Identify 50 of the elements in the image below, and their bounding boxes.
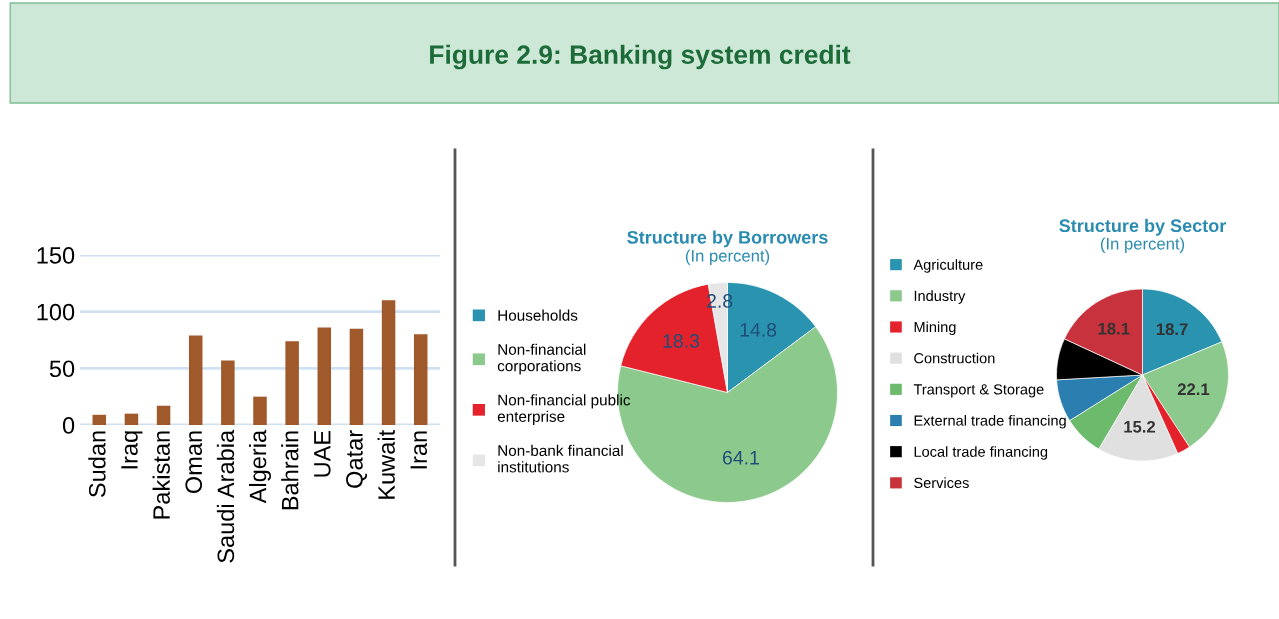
x-tick-label: Oman	[185, 431, 203, 494]
bar	[413, 334, 428, 425]
chart-title: Structure by Borrowers	[627, 230, 828, 248]
data-label: 15.2	[1124, 420, 1156, 433]
x-tick-label: Bahrain	[281, 431, 299, 510]
data-label: 18.7	[1156, 323, 1188, 336]
data-label: 14.8	[740, 322, 777, 337]
legend-label: Construction	[914, 352, 995, 364]
chart-subtitle: (In percent)	[1100, 237, 1185, 253]
x-tick-label: Algeria	[249, 429, 272, 504]
x-tick-label: Iran	[410, 431, 428, 469]
bar	[349, 328, 364, 425]
x-tick-label: Qatar	[346, 430, 367, 488]
chart-subtitle: (In percent)	[685, 249, 770, 266]
y-tick-label: 150	[37, 247, 75, 264]
legend-label: Households	[498, 309, 578, 321]
y-tick-label: 50	[49, 360, 75, 378]
bar	[285, 341, 299, 425]
x-tick-label: Saudi Arabia	[216, 429, 235, 563]
y-tick-label: 100	[37, 303, 75, 321]
text: Figure 2.9: Banking system credit	[430, 44, 851, 70]
legend-label: Non-financial corporations	[497, 343, 586, 375]
data-label: 64.1	[722, 450, 759, 465]
bar	[221, 360, 235, 425]
x-tick-label: Iraq	[121, 431, 143, 469]
data-label: 18.3	[663, 334, 700, 348]
legend-label: Industry	[914, 290, 966, 304]
y-tick-label: 0	[62, 417, 75, 434]
bar	[381, 300, 396, 425]
bar	[188, 335, 203, 425]
bar	[156, 405, 171, 425]
bar	[253, 396, 267, 425]
legend-label: Local trade financing	[914, 446, 1048, 460]
legend-label: Mining	[914, 321, 956, 336]
legend-label: Non-bank financial institutions	[498, 444, 623, 473]
data-label: 18.1	[1098, 322, 1130, 335]
bar	[92, 414, 107, 425]
bar	[124, 413, 139, 425]
legend-label: External trade financing	[914, 415, 1066, 429]
x-tick-label: Sudan	[88, 431, 106, 498]
legend-label: Transport & Storage	[913, 384, 1044, 398]
x-tick-label: Pakistan	[152, 431, 170, 519]
x-tick-label: UAE	[314, 430, 331, 477]
legend-label: Non-financial public enterprise	[497, 394, 631, 425]
legend-label: Agriculture	[913, 259, 983, 273]
legend-label: Services	[914, 477, 969, 489]
chart-title: Structure by Sector	[1059, 218, 1227, 236]
x-tick-label: Kuwait	[377, 430, 395, 499]
data-label: 22.1	[1177, 383, 1210, 395]
bar	[317, 327, 332, 425]
